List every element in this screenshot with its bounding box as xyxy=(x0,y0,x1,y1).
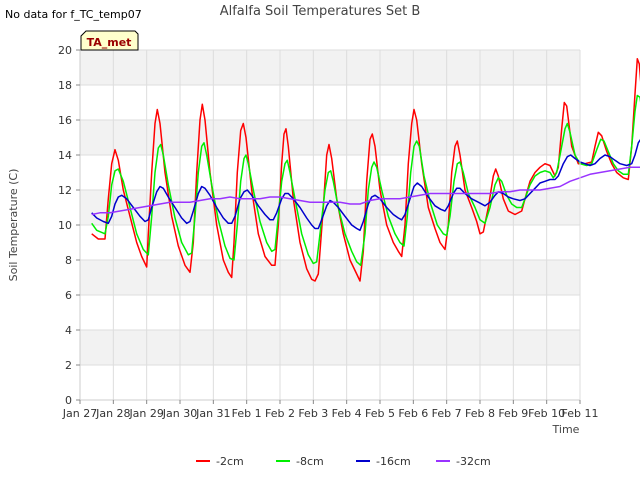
grid-band xyxy=(80,260,580,295)
x-tick-label: Feb 9 xyxy=(498,407,528,420)
x-tick-label: Feb 5 xyxy=(365,407,395,420)
x-tick-label: Jan 31 xyxy=(195,407,230,420)
chart-title: Alfalfa Soil Temperatures Set B xyxy=(220,4,421,19)
series-line-8cm xyxy=(91,94,640,267)
ta-met-badge: TA_met xyxy=(80,30,139,51)
grid-band xyxy=(80,330,580,365)
x-tick-label: Jan 29 xyxy=(128,407,163,420)
y-tick-label: 14 xyxy=(58,149,72,162)
y-tick-label: 2 xyxy=(65,359,72,372)
y-ticks: 0 2 4 6 8 10 12 14 16 18 20 xyxy=(58,44,80,407)
y-tick-label: 4 xyxy=(65,324,72,337)
badge-label: TA_met xyxy=(87,36,132,49)
x-tick-label: Feb 1 xyxy=(232,407,262,420)
y-tick-label: 16 xyxy=(58,114,72,127)
y-tick-label: 10 xyxy=(58,219,72,232)
y-tick-label: 18 xyxy=(58,79,72,92)
x-tick-label: Feb 11 xyxy=(562,407,599,420)
y-axis-label: Soil Temperature (C) xyxy=(7,169,20,282)
y-tick-label: 8 xyxy=(65,254,72,267)
series-lines xyxy=(91,58,640,282)
x-tick-label: Jan 28 xyxy=(95,407,130,420)
grid-band xyxy=(80,190,580,225)
x-tick-label: Feb 8 xyxy=(465,407,495,420)
x-tick-label: Feb 3 xyxy=(298,407,328,420)
legend-label: -2cm xyxy=(216,455,244,468)
y-tick-label: 0 xyxy=(65,394,72,407)
series-line-32cm xyxy=(91,166,640,216)
x-tick-label: Feb 2 xyxy=(265,407,295,420)
y-tick-label: 12 xyxy=(58,184,72,197)
y-tick-label: 20 xyxy=(58,44,72,57)
legend: -2cm -8cm -16cm -32cm xyxy=(196,455,491,468)
legend-label: -32cm xyxy=(456,455,491,468)
x-tick-label: Feb 10 xyxy=(528,407,565,420)
grid-band xyxy=(80,50,580,85)
x-axis-label: Time xyxy=(552,423,580,436)
legend-label: -8cm xyxy=(296,455,324,468)
x-tick-label: Jan 30 xyxy=(162,407,197,420)
y-tick-label: 6 xyxy=(65,289,72,302)
no-data-note: No data for f_TC_temp07 xyxy=(5,8,142,21)
x-tick-label: Jan 27 xyxy=(62,407,97,420)
x-tick-label: Feb 4 xyxy=(332,407,362,420)
x-tick-label: Feb 7 xyxy=(432,407,462,420)
x-tick-label: Feb 6 xyxy=(398,407,428,420)
legend-label: -16cm xyxy=(376,455,411,468)
